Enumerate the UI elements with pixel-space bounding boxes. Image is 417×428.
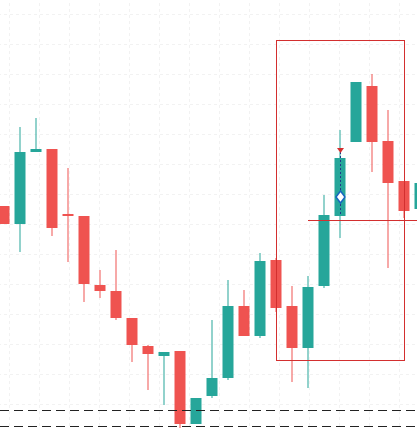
candle-body bbox=[222, 306, 234, 378]
candle-body bbox=[302, 287, 314, 348]
candle-body bbox=[206, 378, 218, 396]
sell-marker[interactable] bbox=[337, 148, 344, 153]
candle-body bbox=[0, 206, 10, 224]
candle-body bbox=[334, 158, 346, 216]
candle-body bbox=[46, 149, 58, 228]
selection-box[interactable] bbox=[276, 40, 405, 361]
buy-marker[interactable] bbox=[335, 189, 346, 205]
candle-body bbox=[62, 214, 74, 216]
candle-body bbox=[238, 306, 250, 336]
candle-body bbox=[254, 261, 266, 336]
candle-body bbox=[126, 318, 138, 345]
candle-body bbox=[110, 291, 122, 318]
candle-body bbox=[158, 352, 170, 356]
candle-body bbox=[142, 346, 154, 354]
candle-body bbox=[14, 152, 26, 224]
candle-body bbox=[350, 82, 362, 142]
candle-body bbox=[366, 86, 378, 142]
candle-body bbox=[30, 149, 42, 152]
candle-body bbox=[318, 215, 330, 286]
candle-body bbox=[174, 351, 186, 424]
candles bbox=[0, 74, 417, 428]
candle-body bbox=[414, 183, 417, 209]
candle-body bbox=[78, 216, 90, 284]
candle-body bbox=[382, 141, 394, 183]
candle-body bbox=[94, 285, 106, 291]
candle-body bbox=[286, 306, 298, 348]
